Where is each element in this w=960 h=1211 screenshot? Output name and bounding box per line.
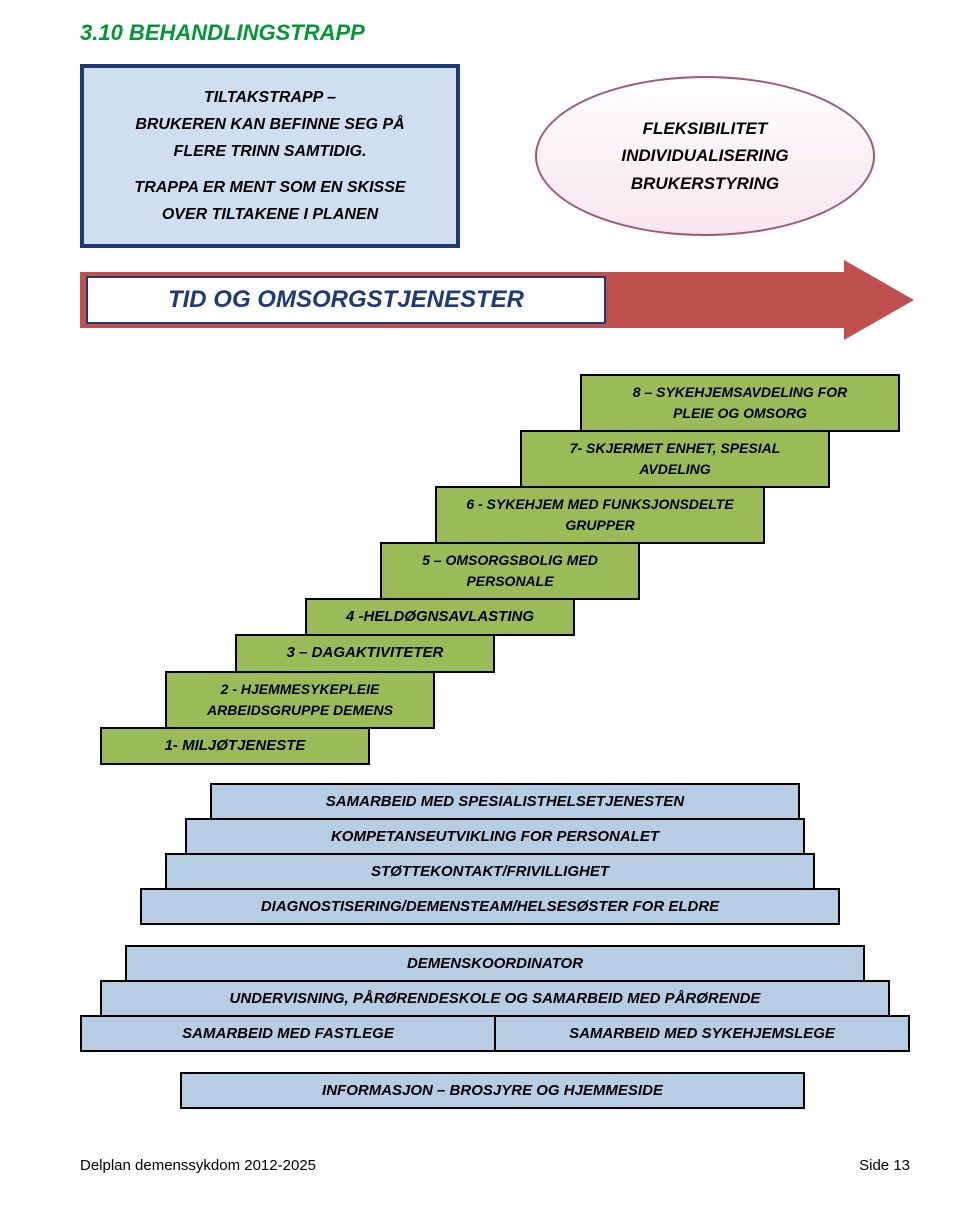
footer-right: Side 13 xyxy=(859,1157,910,1174)
ellipse: FLEKSIBILITET INDIVIDUALISERING BRUKERST… xyxy=(535,76,875,236)
step-text: AVDELING xyxy=(530,459,820,480)
step-text: 2 - HJEMMESYKEPLEIE xyxy=(175,679,425,700)
base-row-3: DIAGNOSTISERING/DEMENSTEAM/HELSESØSTER F… xyxy=(140,888,840,925)
base-row-1: KOMPETANSEUTVIKLING FOR PERSONALET xyxy=(185,818,805,855)
step-text: PERSONALE xyxy=(390,571,630,592)
base-stack: SAMARBEID MED SPESIALISTHELSETJENESTENKO… xyxy=(80,783,910,1109)
step-text: 1- MILJØTJENESTE xyxy=(110,735,360,758)
step-7: 7- SKJERMET ENHET, SPESIALAVDELING xyxy=(520,430,830,488)
intro-l5: OVER TILTAKENE I PLANEN xyxy=(104,201,436,228)
step-8: 8 – SYKEHJEMSAVDELING FORPLEIE OG OMSORG xyxy=(580,374,900,432)
base-row-5: UNDERVISNING, PÅRØRENDESKOLE OG SAMARBEI… xyxy=(100,980,890,1017)
ellipse-l1: FLEKSIBILITET xyxy=(643,115,768,142)
arrow-head-icon xyxy=(844,260,914,340)
step-1: 1- MILJØTJENESTE xyxy=(100,727,370,766)
step-4: 4 -HELDØGNSAVLASTING xyxy=(305,598,575,637)
intro-box: TILTAKSTRAPP – BRUKEREN KAN BEFINNE SEG … xyxy=(80,64,460,248)
step-text: 4 -HELDØGNSAVLASTING xyxy=(315,606,565,629)
step-text: 7- SKJERMET ENHET, SPESIAL xyxy=(530,438,820,459)
step-6: 6 - SYKEHJEM MED FUNKSJONSDELTEGRUPPER xyxy=(435,486,765,544)
base-row-7: INFORMASJON – BROSJYRE OG HJEMMESIDE xyxy=(180,1072,805,1109)
base-row-6: SAMARBEID MED FASTLEGESAMARBEID MED SYKE… xyxy=(80,1015,910,1052)
ellipse-l2: INDIVIDUALISERING xyxy=(621,142,788,169)
base-cell: SAMARBEID MED FASTLEGE xyxy=(80,1015,494,1052)
step-text: 8 – SYKEHJEMSAVDELING FOR xyxy=(590,382,890,403)
step-text: 6 - SYKEHJEM MED FUNKSJONSDELTE xyxy=(445,494,755,515)
intro-l3: FLERE TRINN SAMTIDIG. xyxy=(104,138,436,165)
step-3: 3 – DAGAKTIVITETER xyxy=(235,634,495,673)
step-text: 5 – OMSORGSBOLIG MED xyxy=(390,550,630,571)
top-row: TILTAKSTRAPP – BRUKEREN KAN BEFINNE SEG … xyxy=(80,64,910,248)
base-row-4: DEMENSKOORDINATOR xyxy=(125,945,865,982)
page-heading: 3.10 BEHANDLINGSTRAPP xyxy=(80,20,910,46)
intro-l4: TRAPPA ER MENT SOM EN SKISSE xyxy=(104,174,436,201)
base-row-2: STØTTEKONTAKT/FRIVILLIGHET xyxy=(165,853,815,890)
step-5: 5 – OMSORGSBOLIG MEDPERSONALE xyxy=(380,542,640,600)
intro-l1: TILTAKSTRAPP – xyxy=(104,84,436,111)
arrow-band: TID OG OMSORGSTJENESTER xyxy=(80,266,910,334)
step-text: PLEIE OG OMSORG xyxy=(590,403,890,424)
step-text: GRUPPER xyxy=(445,515,755,536)
arrow-label: TID OG OMSORGSTJENESTER xyxy=(86,276,606,324)
ladder: 8 – SYKEHJEMSAVDELING FORPLEIE OG OMSORG… xyxy=(80,374,910,766)
step-2: 2 - HJEMMESYKEPLEIEARBEIDSGRUPPE DEMENS xyxy=(165,671,435,729)
step-text: ARBEIDSGRUPPE DEMENS xyxy=(175,700,425,721)
page-footer: Delplan demenssykdom 2012-2025 Side 13 xyxy=(80,1157,910,1174)
base-row-0: SAMARBEID MED SPESIALISTHELSETJENESTEN xyxy=(210,783,800,820)
ellipse-l3: BRUKERSTYRING xyxy=(631,170,779,197)
intro-l2: BRUKEREN KAN BEFINNE SEG PÅ xyxy=(104,111,436,138)
base-cell: SAMARBEID MED SYKEHJEMSLEGE xyxy=(494,1015,910,1052)
footer-left: Delplan demenssykdom 2012-2025 xyxy=(80,1157,316,1174)
step-text: 3 – DAGAKTIVITETER xyxy=(245,642,485,665)
